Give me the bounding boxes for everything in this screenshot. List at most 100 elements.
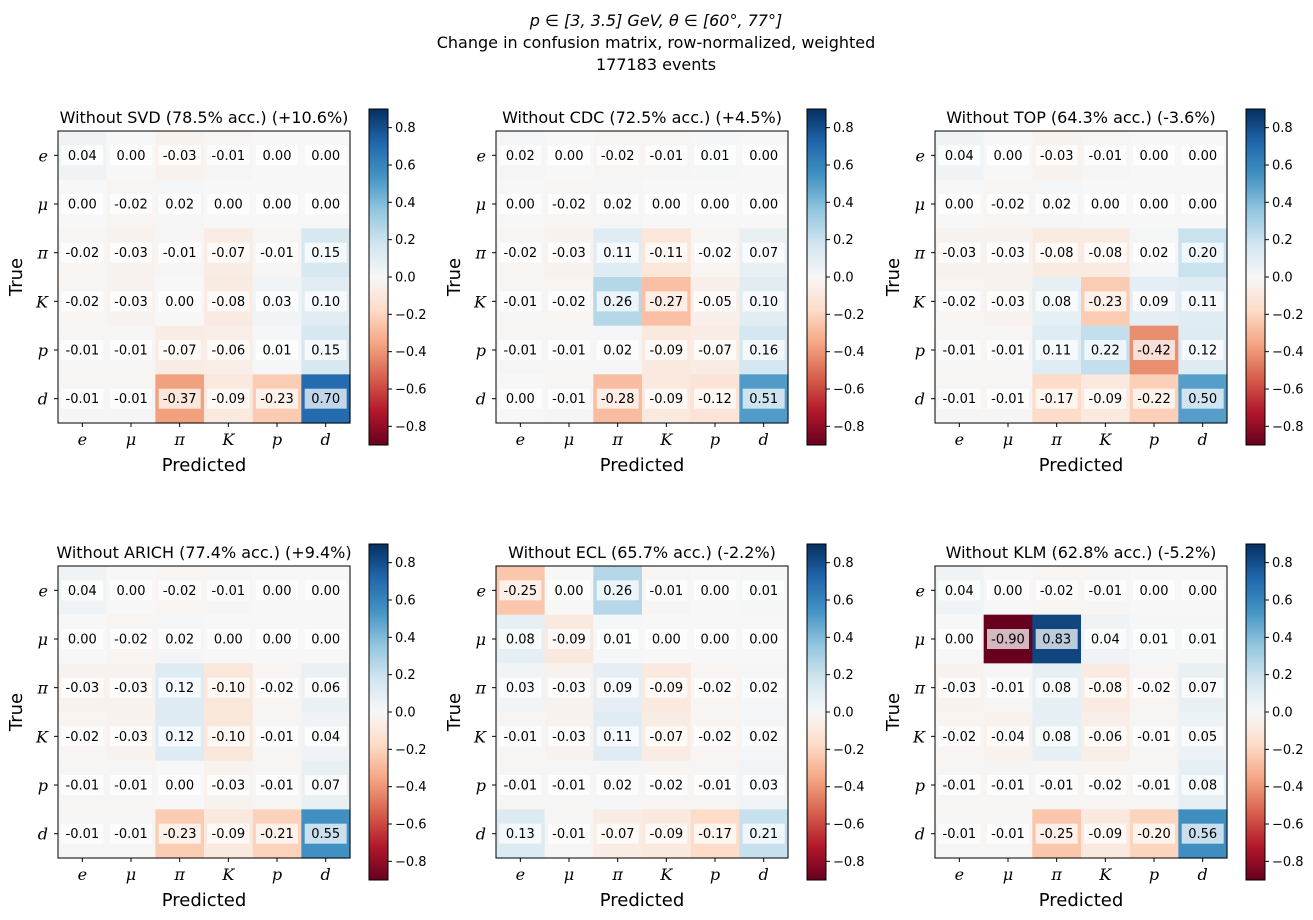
x-tick-label: μ bbox=[564, 865, 574, 884]
colorbar-tick-label: −0.8 bbox=[1272, 855, 1304, 870]
colorbar-tick-label: −0.2 bbox=[395, 743, 427, 758]
cell-value-label: -0.01 bbox=[943, 392, 977, 407]
x-tick-label: d bbox=[759, 865, 769, 884]
cell-label-box bbox=[694, 629, 737, 650]
colorbar bbox=[806, 543, 827, 881]
cell-label-box bbox=[1181, 726, 1224, 747]
colorbar-tick-label: 0.4 bbox=[395, 196, 416, 211]
cell-label-box bbox=[1035, 340, 1078, 361]
cell-value-label: 0.00 bbox=[214, 198, 243, 213]
y-tick-label: p bbox=[915, 776, 925, 795]
colorbar-tick-label: −0.6 bbox=[1272, 818, 1304, 833]
x-tick-label: π bbox=[1050, 430, 1062, 449]
colorbar bbox=[1245, 108, 1266, 446]
cell-label-box bbox=[207, 823, 250, 844]
y-tick-label: π bbox=[913, 679, 925, 698]
cell-value-label: 0.00 bbox=[1140, 149, 1169, 164]
figure-title-line1: p ∈ [3, 3.5] GeV, θ ∈ [60°, 77°] bbox=[529, 11, 782, 30]
cell-label-box bbox=[1084, 145, 1127, 166]
colorbar-tick-label: −0.8 bbox=[395, 855, 427, 870]
y-tick-label: p bbox=[38, 776, 48, 795]
cell-label-box bbox=[207, 291, 250, 312]
x-tick-label: e bbox=[516, 430, 525, 449]
colorbar bbox=[1245, 543, 1266, 881]
cell-label-box bbox=[110, 775, 153, 796]
cell-label-box bbox=[645, 340, 688, 361]
cell-label-box bbox=[61, 629, 104, 650]
cell-value-label: 0.00 bbox=[994, 584, 1023, 599]
cell-label-box bbox=[596, 194, 639, 215]
cell-value-label: 0.50 bbox=[1188, 392, 1217, 407]
colorbar-tick-label: −0.2 bbox=[1272, 743, 1304, 758]
cell-value-label: -0.01 bbox=[212, 149, 246, 164]
cell-label-box bbox=[304, 291, 347, 312]
cell-label-box bbox=[987, 242, 1030, 263]
panel-title: Without TOP (64.3% acc.) (-3.6%) bbox=[946, 108, 1216, 127]
y-tick-label: p bbox=[476, 776, 486, 795]
cell-label-box bbox=[207, 775, 250, 796]
cell-value-label: -0.01 bbox=[552, 392, 586, 407]
cell-value-label: -0.07 bbox=[698, 344, 732, 359]
y-axis-label: True bbox=[883, 693, 904, 732]
cell-label-box bbox=[1084, 823, 1127, 844]
colorbar-tick-label: 0.2 bbox=[833, 668, 854, 683]
cell-label-box bbox=[938, 677, 981, 698]
colorbar-tick-label: 0.8 bbox=[395, 556, 416, 571]
cell-label-box bbox=[548, 388, 591, 409]
cell-label-box bbox=[742, 145, 785, 166]
y-tick-label: d bbox=[476, 390, 486, 409]
y-axis-label: True bbox=[6, 693, 27, 732]
cell-value-label: 0.00 bbox=[1188, 198, 1217, 213]
cell-value-label: 0.08 bbox=[1188, 779, 1217, 794]
cell-value-label: 0.09 bbox=[1140, 295, 1169, 310]
colorbar-tick-label: 0.2 bbox=[395, 233, 416, 248]
cell-value-label: -0.01 bbox=[504, 344, 538, 359]
plot-frame bbox=[495, 565, 789, 859]
cell-value-label: 0.56 bbox=[1188, 827, 1217, 842]
cell-label-box bbox=[1084, 629, 1127, 650]
cell-value-label: 0.26 bbox=[603, 295, 632, 310]
cell-label-box bbox=[61, 194, 104, 215]
cell-label-box bbox=[499, 340, 542, 361]
heatmap-panel-6: Without KLM (62.8% acc.) (-5.2%)0.04 0.00… bbox=[883, 543, 1304, 911]
cell-label-box bbox=[207, 388, 250, 409]
cell-value-label: -0.01 bbox=[552, 779, 586, 794]
x-tick-label: p bbox=[272, 430, 282, 449]
cell-value-label: 0.00 bbox=[652, 198, 681, 213]
cell-value-label: 0.00 bbox=[945, 633, 974, 648]
cell-value-label: 0.01 bbox=[603, 633, 632, 648]
y-tick-label: e bbox=[39, 581, 48, 600]
cell-label-box bbox=[1035, 677, 1078, 698]
heatmap-panel-5: Without ECL (65.7% acc.) (-2.2%) -0.25 0.0… bbox=[444, 543, 865, 911]
cell-label-box bbox=[938, 194, 981, 215]
cell-value-label: -0.01 bbox=[991, 779, 1025, 794]
cell-label-box bbox=[499, 388, 542, 409]
y-tick-label: K bbox=[912, 727, 926, 746]
cell-label-box bbox=[158, 340, 201, 361]
cell-label-box bbox=[304, 726, 347, 747]
cell-label-box bbox=[110, 580, 153, 601]
heatmap-panel-3: Without TOP (64.3% acc.) (-3.6%)0.04 0.00… bbox=[883, 108, 1304, 476]
y-tick-label: π bbox=[913, 244, 925, 263]
cell-value-label: 0.00 bbox=[263, 633, 292, 648]
cell-label-box bbox=[938, 242, 981, 263]
cell-label-box bbox=[499, 726, 542, 747]
cell-label-box bbox=[596, 823, 639, 844]
cell-label-box bbox=[742, 580, 785, 601]
cell-value-label: 0.04 bbox=[68, 149, 97, 164]
cell-label-box bbox=[645, 194, 688, 215]
cell-label-box bbox=[645, 242, 688, 263]
cell-value-label: -0.01 bbox=[1137, 779, 1171, 794]
cell-value-label: 0.00 bbox=[652, 633, 681, 648]
cell-value-label: -0.01 bbox=[212, 584, 246, 599]
cell-label-box bbox=[987, 580, 1030, 601]
cell-label-box bbox=[1181, 194, 1224, 215]
cell-value-label: -0.01 bbox=[1137, 730, 1171, 745]
cell-label-box bbox=[158, 775, 201, 796]
cell-value-label: -0.01 bbox=[650, 149, 684, 164]
cell-value-label: -0.03 bbox=[114, 730, 148, 745]
cell-value-label: -0.01 bbox=[66, 827, 100, 842]
y-tick-label: d bbox=[38, 825, 48, 844]
cell-value-label: 0.00 bbox=[1140, 584, 1169, 599]
cell-label-box bbox=[596, 242, 639, 263]
